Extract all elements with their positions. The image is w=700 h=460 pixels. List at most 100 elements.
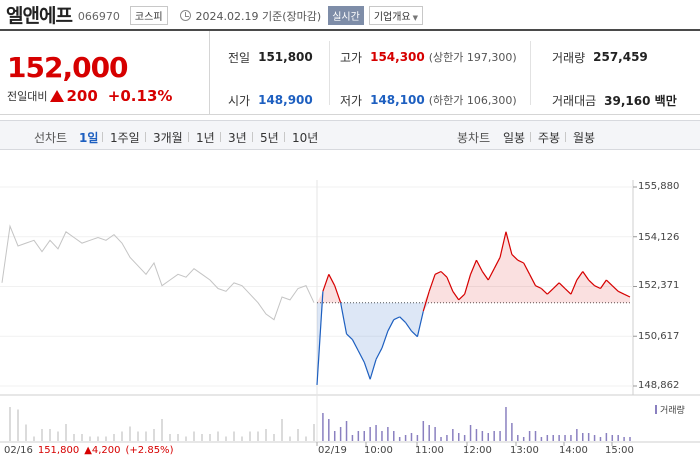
series-line-today-segment	[458, 293, 466, 301]
tab-5years[interactable]: 5년	[260, 131, 279, 145]
price-change: 전일대비 200 +0.13%	[7, 87, 172, 105]
series-line-today-segment	[540, 288, 548, 295]
volume-legend: 거래량	[655, 403, 685, 416]
tab-weekly-candle[interactable]: 주봉	[538, 131, 561, 145]
current-price-panel: 152,000 전일대비 200 +0.13%	[0, 31, 210, 115]
series-line-today-segment	[475, 259, 483, 272]
series-line-today-segment	[452, 291, 460, 301]
series-line-today-segment	[464, 274, 472, 295]
stat-high: 고가 154,300 (상한가 197,300)	[340, 50, 517, 65]
area-below-baseline	[317, 302, 630, 385]
tab-1day[interactable]: 1일	[79, 131, 99, 145]
series-line-today-segment	[469, 259, 478, 275]
stat-prev-close: 전일 151,800	[228, 50, 313, 65]
candle-chart-label: 봉차트	[457, 131, 491, 145]
series-line-today-segment	[623, 293, 631, 298]
company-info-dropdown[interactable]: 기업개요 ▼	[368, 6, 424, 25]
series-line-today-segment	[529, 274, 537, 286]
series-line-previous-day	[1, 224, 315, 321]
change-percent: +0.13%	[107, 87, 173, 105]
tab-1year[interactable]: 1년	[196, 131, 215, 145]
y-tick: 154,126	[638, 232, 680, 243]
tab-10years[interactable]: 10년	[292, 131, 319, 145]
chevron-down-icon: ▼	[412, 14, 419, 22]
tab-1week[interactable]: 1주일	[110, 131, 140, 145]
series-line-today-segment	[316, 291, 324, 385]
series-line-today-segment	[576, 271, 584, 281]
series-line-today-segment	[535, 285, 542, 290]
series-line-today-segment	[617, 290, 625, 295]
stock-header: 엘앤에프 066970 코스피 2024.02.19 기준(장마감) 실시간 기…	[0, 0, 700, 29]
chart-canvas	[0, 180, 700, 446]
x-tick: 12:00	[463, 445, 492, 456]
series-line-today-segment	[405, 322, 412, 332]
prev-day-change-pct: (+2.85%)	[125, 445, 174, 456]
price-chart[interactable]: 155,880 154,126 152,371 150,617 148,862 …	[0, 150, 700, 460]
series-line-today-segment	[340, 302, 348, 334]
market-badge: 코스피	[129, 6, 168, 25]
series-line-today-segment	[564, 288, 572, 295]
tab-daily-candle[interactable]: 일봉	[503, 131, 526, 145]
series-line-today-segment	[434, 270, 442, 275]
tab-monthly-candle[interactable]: 월봉	[573, 131, 596, 145]
line-chart-label: 선차트	[34, 131, 68, 145]
series-line-today-segment	[570, 279, 578, 295]
series-line-today-segment	[411, 330, 418, 338]
change-label: 전일대비	[7, 90, 48, 103]
y-tick: 155,880	[638, 181, 680, 192]
basis-date: 2024.02.19 기준(장마감)	[195, 9, 322, 23]
series-line-today-segment	[594, 285, 601, 290]
series-line-today-segment	[505, 231, 513, 255]
series-line-today-segment	[381, 330, 389, 349]
series-line-today-segment	[546, 288, 554, 295]
y-tick: 148,862	[638, 380, 680, 391]
series-line-today-segment	[375, 347, 383, 360]
series-line-today-segment	[416, 311, 424, 337]
series-line-today-segment	[582, 271, 590, 281]
series-line-today-segment	[393, 316, 400, 321]
series-line-today-segment	[511, 254, 519, 261]
stock-name: 엘앤에프	[6, 5, 73, 27]
series-line-today-segment	[428, 274, 436, 292]
stat-amount: 거래대금 39,160 백만	[552, 93, 677, 108]
x-tick: 13:00	[510, 445, 539, 456]
realtime-button[interactable]: 실시간	[328, 6, 364, 25]
series-line-today-segment	[328, 274, 336, 286]
series-line-today-segment	[369, 359, 377, 380]
price-stats-grid: 전일 151,800 시가 148,900 고가 154,300 (상한가 197,30…	[210, 31, 700, 115]
prev-day-summary: 02/16 151,800 ▲4,200 (+2.85%)	[4, 445, 173, 456]
change-amount: 200	[66, 87, 98, 105]
series-line-today-segment	[422, 291, 430, 312]
y-tick: 152,371	[638, 280, 680, 291]
series-line-today-segment	[346, 333, 353, 340]
x-tick: 02/16	[4, 445, 33, 456]
series-line-today-segment	[357, 350, 365, 363]
x-tick: 10:00	[364, 445, 393, 456]
series-line-today-segment	[334, 285, 342, 303]
series-line-today-segment	[523, 262, 531, 275]
prev-day-change: ▲4,200	[84, 445, 121, 456]
series-line-today-segment	[493, 257, 501, 269]
prev-day-close: 151,800	[37, 445, 80, 456]
series-line-today-segment	[487, 268, 495, 281]
volume-swatch	[655, 405, 657, 414]
series-line-today-segment	[605, 279, 613, 287]
tab-3years[interactable]: 3년	[228, 131, 247, 145]
series-line-today-segment	[517, 259, 524, 264]
x-tick: 02/19	[318, 445, 347, 456]
series-line-today-segment	[588, 279, 595, 287]
series-line-today-segment	[481, 271, 489, 281]
series-line-today-segment	[446, 276, 454, 292]
stock-code: 066970	[77, 9, 120, 23]
x-tick: 15:00	[605, 445, 634, 456]
series-line-today-segment	[499, 231, 507, 258]
series-line-today-segment	[558, 282, 566, 289]
y-tick: 150,617	[638, 331, 680, 342]
stat-low: 저가 148,100 (하한가 106,300)	[340, 93, 517, 108]
series-line-today-segment	[440, 271, 448, 278]
tab-3months[interactable]: 3개월	[153, 131, 183, 145]
x-tick: 11:00	[415, 445, 444, 456]
chart-period-tabs: 선차트 1일 1주일 3개월 1년 3년 5년 10년 봉차트 일봉 주봉 월봉	[0, 120, 700, 150]
price-summary: 152,000 전일대비 200 +0.13% 전일 151,800 시가 148,…	[0, 29, 700, 115]
series-line-today-segment	[363, 362, 371, 380]
